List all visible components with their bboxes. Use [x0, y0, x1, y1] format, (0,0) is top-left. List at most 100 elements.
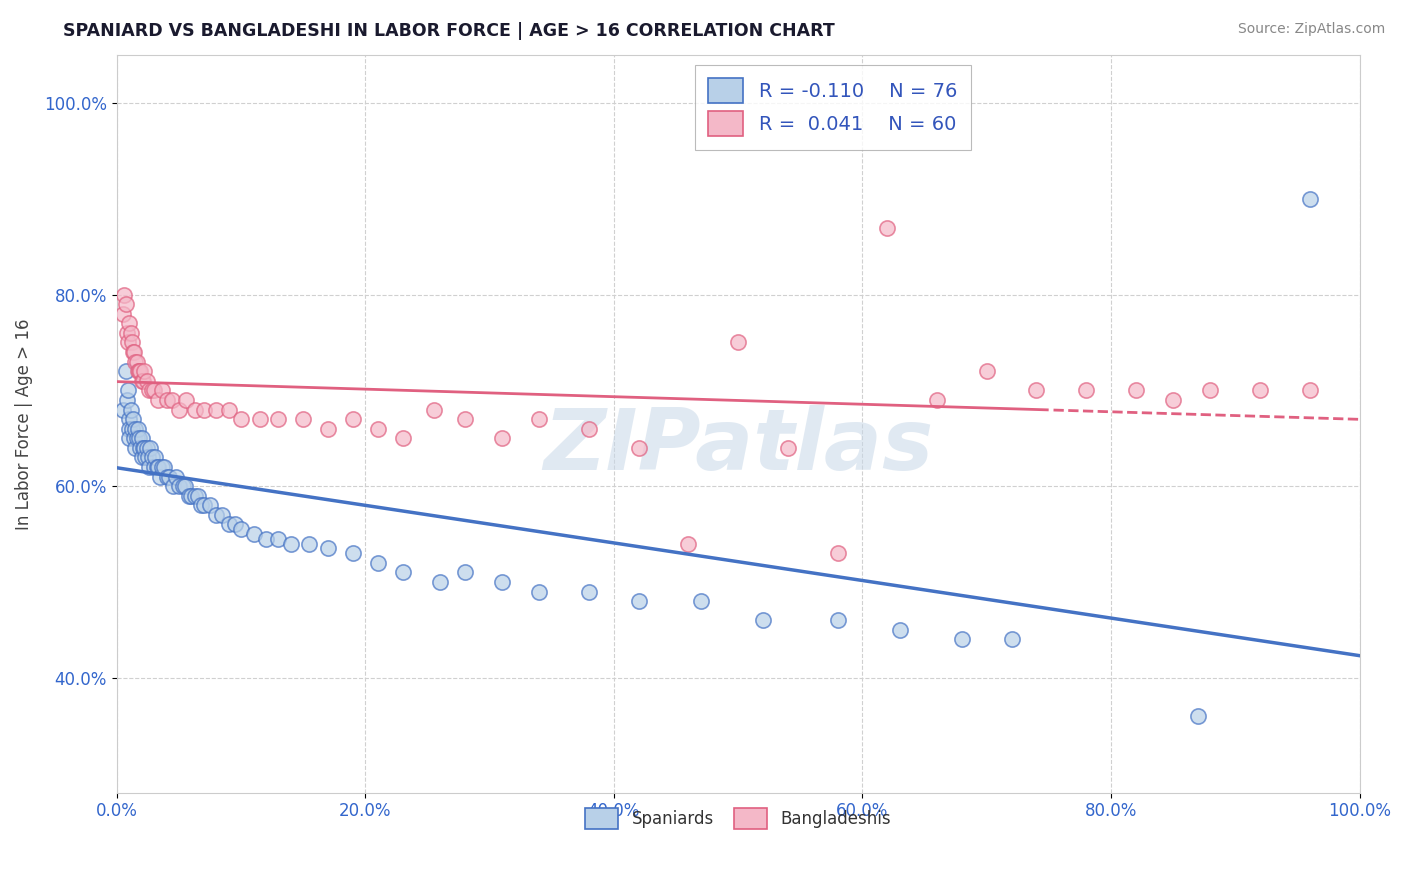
- Point: [254, 532, 277, 546]
- Text: Source: ZipAtlas.com: Source: ZipAtlas.com: [1237, 22, 1385, 37]
- Point: [184, 402, 207, 417]
- Point: [125, 354, 148, 368]
- Point: [120, 402, 142, 417]
- Point: [1249, 384, 1271, 398]
- Y-axis label: In Labor Force | Age > 16: In Labor Force | Age > 16: [15, 318, 32, 530]
- Point: [176, 392, 198, 407]
- Point: [129, 441, 152, 455]
- Point: [114, 297, 136, 311]
- Point: [193, 402, 215, 417]
- Point: [242, 527, 264, 541]
- Point: [1299, 384, 1322, 398]
- Point: [1074, 384, 1097, 398]
- Point: [172, 479, 194, 493]
- Point: [180, 489, 202, 503]
- Point: [117, 384, 139, 398]
- Point: [187, 489, 209, 503]
- Point: [752, 613, 775, 627]
- Point: [1199, 384, 1222, 398]
- Point: [146, 392, 169, 407]
- Point: [134, 364, 156, 378]
- Point: [134, 450, 156, 465]
- Point: [578, 584, 600, 599]
- Point: [155, 392, 177, 407]
- Point: [112, 287, 135, 301]
- Point: [131, 374, 153, 388]
- Point: [135, 374, 157, 388]
- Point: [205, 508, 228, 522]
- Point: [876, 220, 898, 235]
- Point: [118, 431, 141, 445]
- Point: [124, 354, 146, 368]
- Point: [578, 422, 600, 436]
- Point: [211, 508, 233, 522]
- Point: [118, 412, 141, 426]
- Point: [249, 412, 271, 426]
- Point: [131, 450, 153, 465]
- Point: [124, 422, 146, 436]
- Point: [267, 412, 290, 426]
- Point: [162, 479, 184, 493]
- Point: [827, 546, 849, 560]
- Point: [160, 392, 183, 407]
- Point: [218, 402, 240, 417]
- Point: [122, 345, 145, 359]
- Point: [146, 460, 169, 475]
- Point: [138, 460, 160, 475]
- Point: [177, 489, 200, 503]
- Point: [298, 536, 321, 550]
- Point: [627, 594, 650, 608]
- Point: [139, 441, 162, 455]
- Point: [776, 441, 799, 455]
- Point: [889, 623, 911, 637]
- Point: [491, 431, 513, 445]
- Point: [267, 532, 290, 546]
- Point: [112, 307, 135, 321]
- Point: [120, 326, 142, 340]
- Point: [229, 412, 252, 426]
- Point: [391, 431, 413, 445]
- Point: [827, 613, 849, 627]
- Point: [193, 498, 215, 512]
- Point: [1125, 384, 1147, 398]
- Point: [127, 364, 149, 378]
- Point: [689, 594, 711, 608]
- Point: [454, 412, 477, 426]
- Point: [167, 479, 190, 493]
- Point: [167, 402, 190, 417]
- Text: SPANIARD VS BANGLADESHI IN LABOR FORCE | AGE > 16 CORRELATION CHART: SPANIARD VS BANGLADESHI IN LABOR FORCE |…: [63, 22, 835, 40]
- Point: [218, 517, 240, 532]
- Point: [115, 392, 138, 407]
- Point: [1161, 392, 1184, 407]
- Point: [627, 441, 650, 455]
- Point: [429, 574, 451, 589]
- Point: [1025, 384, 1047, 398]
- Point: [122, 412, 145, 426]
- Point: [132, 441, 155, 455]
- Point: [184, 489, 207, 503]
- Point: [122, 431, 145, 445]
- Point: [138, 384, 160, 398]
- Text: ZIPatlas: ZIPatlas: [543, 405, 934, 488]
- Point: [1187, 709, 1209, 723]
- Point: [150, 384, 173, 398]
- Point: [391, 566, 413, 580]
- Point: [118, 316, 141, 330]
- Point: [135, 441, 157, 455]
- Point: [112, 402, 135, 417]
- Point: [153, 460, 176, 475]
- Point: [117, 335, 139, 350]
- Point: [491, 574, 513, 589]
- Point: [367, 422, 389, 436]
- Point: [342, 546, 364, 560]
- Point: [174, 479, 197, 493]
- Point: [198, 498, 221, 512]
- Point: [190, 498, 212, 512]
- Point: [115, 326, 138, 340]
- Point: [131, 431, 153, 445]
- Point: [157, 469, 180, 483]
- Point: [122, 345, 145, 359]
- Point: [280, 536, 302, 550]
- Point: [121, 422, 143, 436]
- Point: [316, 541, 339, 556]
